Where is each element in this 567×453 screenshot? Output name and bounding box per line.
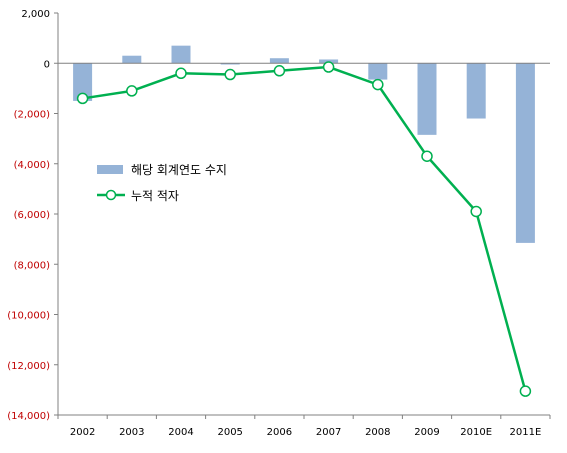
- x-tick-label: 2006: [267, 427, 292, 438]
- x-tick-label: 2010E: [460, 427, 492, 438]
- x-tick-label: 2008: [365, 427, 390, 438]
- y-tick-label: 2,000: [21, 9, 50, 20]
- bar: [417, 63, 437, 135]
- line-point: [322, 61, 335, 73]
- legend-bar-swatch: [97, 165, 123, 174]
- line-point: [273, 65, 286, 77]
- x-tick-label: 2011E: [510, 427, 542, 438]
- x-axis-ticks: 2002 2003 2004 2005 2006 2007 2008 2009 2010E 201…: [57, 415, 551, 438]
- y-tick-label: (6,000): [14, 210, 51, 221]
- line-series: [76, 61, 532, 397]
- x-tick-label: 2007: [316, 427, 341, 438]
- y-tick-label: (12,000): [7, 361, 50, 372]
- line-point: [421, 150, 433, 162]
- legend-bar-label: 해당 회계연도 수지: [131, 163, 227, 177]
- bar: [269, 58, 289, 64]
- x-tick-label: 2004: [168, 427, 193, 438]
- x-tick-label: 2009: [414, 427, 439, 438]
- y-axis-ticks: 2,000 0 (2,000) (4,000) (6,000) (8,000) (10,00…: [7, 9, 58, 422]
- y-tick-label: (4,000): [14, 160, 51, 171]
- bar: [515, 63, 535, 243]
- bar: [220, 63, 240, 65]
- line-point: [470, 205, 482, 218]
- y-tick-label: (2,000): [14, 110, 51, 121]
- x-tick-label: 2005: [217, 427, 242, 438]
- y-tick-label: (14,000): [7, 411, 50, 422]
- line-point: [126, 85, 138, 97]
- legend: 해당 회계연도 수지 누적 적자: [97, 163, 227, 203]
- line-point: [76, 92, 89, 105]
- bar: [171, 45, 191, 64]
- y-tick-label: (8,000): [14, 260, 51, 271]
- y-tick-label: (10,000): [7, 311, 50, 322]
- legend-line-label: 누적 적자: [131, 189, 179, 203]
- legend-line-marker: [105, 189, 117, 201]
- line-path: [82, 65, 527, 392]
- line-point: [519, 385, 532, 397]
- line-point: [372, 78, 384, 91]
- bar: [466, 63, 486, 119]
- line-point: [224, 68, 236, 81]
- bar: [122, 55, 142, 64]
- bar-series: [73, 45, 535, 243]
- bar: [73, 63, 93, 101]
- line-point: [175, 67, 187, 80]
- x-tick-label: 2002: [70, 427, 95, 438]
- y-tick-label: 0: [44, 59, 50, 70]
- bar: [368, 63, 388, 80]
- x-tick-label: 2003: [119, 427, 144, 438]
